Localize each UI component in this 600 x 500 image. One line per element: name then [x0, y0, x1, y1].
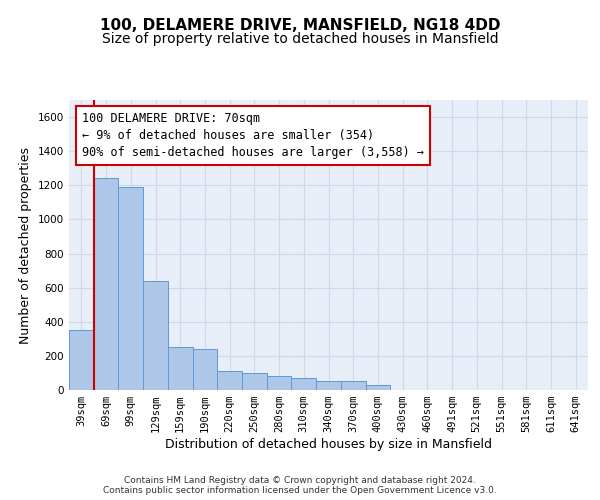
- Y-axis label: Number of detached properties: Number of detached properties: [19, 146, 32, 344]
- Bar: [69, 330, 94, 390]
- Bar: [193, 349, 217, 390]
- Bar: [365, 385, 390, 390]
- Bar: [143, 281, 168, 390]
- Text: 100 DELAMERE DRIVE: 70sqm
← 9% of detached houses are smaller (354)
90% of semi-: 100 DELAMERE DRIVE: 70sqm ← 9% of detach…: [82, 112, 424, 159]
- Bar: [292, 378, 316, 390]
- Bar: [217, 371, 242, 390]
- Text: Size of property relative to detached houses in Mansfield: Size of property relative to detached ho…: [101, 32, 499, 46]
- Bar: [267, 376, 292, 390]
- X-axis label: Distribution of detached houses by size in Mansfield: Distribution of detached houses by size …: [165, 438, 492, 451]
- Bar: [118, 187, 143, 390]
- Bar: [242, 373, 267, 390]
- Bar: [94, 178, 118, 390]
- Bar: [168, 348, 193, 390]
- Bar: [341, 382, 365, 390]
- Text: Contains HM Land Registry data © Crown copyright and database right 2024.
Contai: Contains HM Land Registry data © Crown c…: [103, 476, 497, 495]
- Text: 100, DELAMERE DRIVE, MANSFIELD, NG18 4DD: 100, DELAMERE DRIVE, MANSFIELD, NG18 4DD: [100, 18, 500, 32]
- Bar: [316, 380, 341, 390]
